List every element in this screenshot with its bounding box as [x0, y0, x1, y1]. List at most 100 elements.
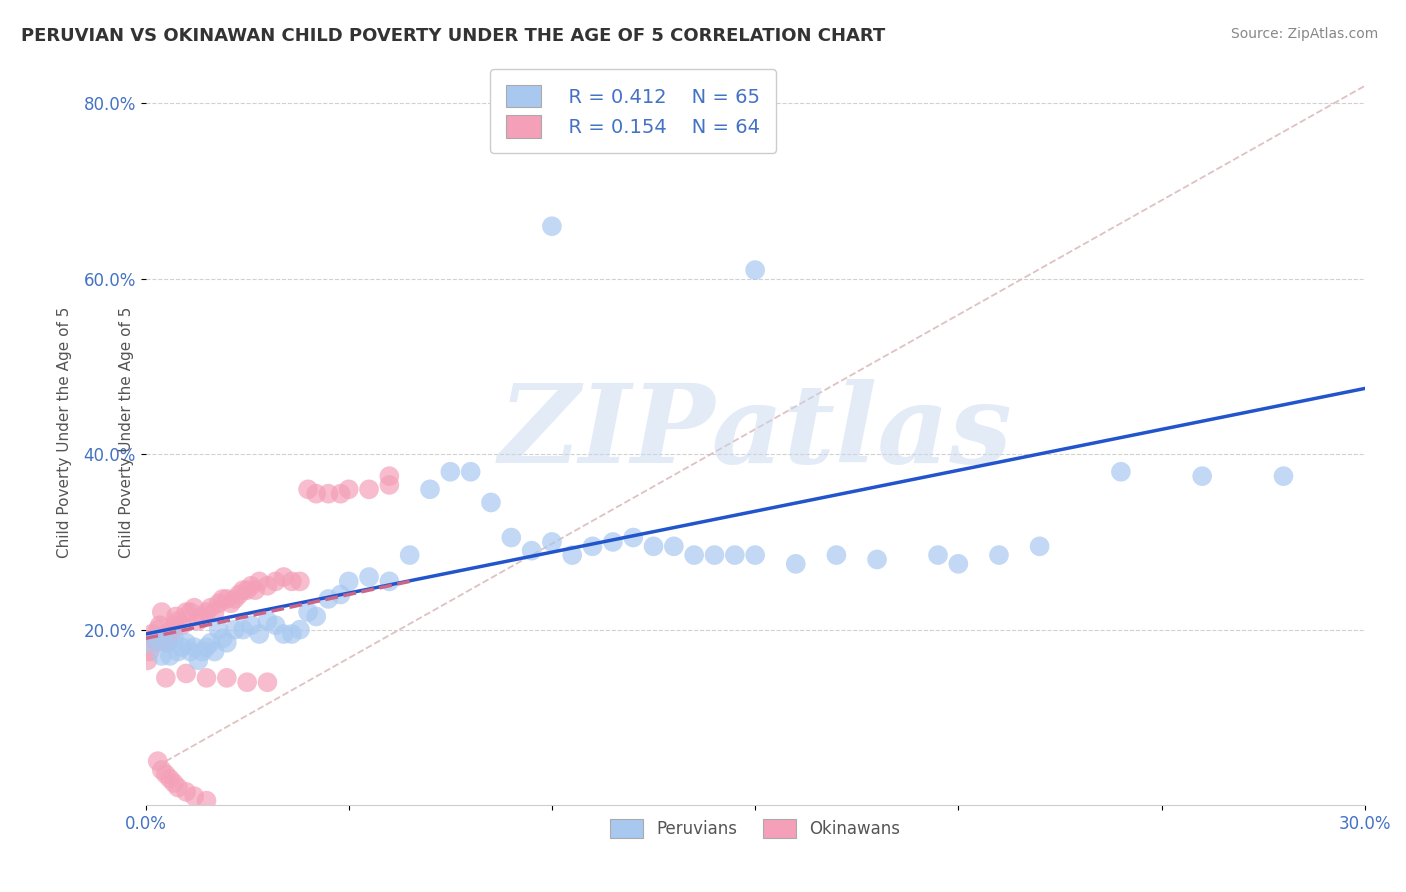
Point	[329, 588, 352, 602]
Point	[744, 263, 766, 277]
Point	[357, 570, 380, 584]
Point	[988, 548, 1011, 562]
Point	[215, 591, 238, 606]
Point	[398, 548, 420, 562]
Point	[179, 644, 201, 658]
Point	[204, 605, 226, 619]
Point	[305, 486, 328, 500]
Point	[159, 648, 181, 663]
Point	[215, 636, 238, 650]
Point	[318, 591, 340, 606]
Point	[378, 478, 401, 492]
Point	[160, 623, 183, 637]
Point	[240, 618, 263, 632]
Point	[155, 767, 177, 781]
Point	[337, 483, 360, 497]
Point	[927, 548, 949, 562]
Point	[273, 627, 295, 641]
Point	[150, 648, 173, 663]
Point	[520, 543, 543, 558]
Point	[785, 557, 807, 571]
Point	[183, 600, 205, 615]
Point	[744, 548, 766, 562]
Point	[172, 640, 194, 655]
Point	[256, 675, 278, 690]
Point	[479, 495, 502, 509]
Point	[191, 644, 214, 658]
Point	[159, 772, 181, 786]
Point	[281, 627, 304, 641]
Point	[236, 583, 259, 598]
Point	[156, 636, 179, 650]
Point	[378, 574, 401, 589]
Point	[138, 636, 160, 650]
Point	[155, 671, 177, 685]
Text: Source: ZipAtlas.com: Source: ZipAtlas.com	[1230, 27, 1378, 41]
Point	[211, 632, 233, 646]
Point	[138, 644, 160, 658]
Point	[662, 539, 685, 553]
Point	[155, 627, 177, 641]
Point	[174, 605, 197, 619]
Point	[200, 636, 222, 650]
Point	[174, 636, 197, 650]
Point	[219, 596, 242, 610]
Point	[1191, 469, 1213, 483]
Point	[256, 614, 278, 628]
Point	[174, 785, 197, 799]
Point	[167, 780, 190, 795]
Point	[232, 583, 254, 598]
Point	[146, 754, 169, 768]
Point	[297, 483, 319, 497]
Point	[142, 632, 165, 646]
Point	[236, 675, 259, 690]
Point	[149, 618, 172, 632]
Point	[159, 627, 181, 641]
Point	[195, 605, 218, 619]
Point	[163, 776, 186, 790]
Point	[155, 636, 177, 650]
Point	[163, 632, 186, 646]
Point	[703, 548, 725, 562]
Point	[215, 671, 238, 685]
Point	[581, 539, 603, 553]
Point	[247, 627, 270, 641]
Point	[240, 579, 263, 593]
Point	[224, 623, 246, 637]
Point	[561, 548, 583, 562]
Point	[146, 632, 169, 646]
Point	[211, 591, 233, 606]
Text: PERUVIAN VS OKINAWAN CHILD POVERTY UNDER THE AGE OF 5 CORRELATION CHART: PERUVIAN VS OKINAWAN CHILD POVERTY UNDER…	[21, 27, 886, 45]
Y-axis label: Child Poverty Under the Age of 5: Child Poverty Under the Age of 5	[120, 307, 135, 558]
Y-axis label: Child Poverty Under the Age of 5: Child Poverty Under the Age of 5	[58, 307, 72, 558]
Point	[602, 535, 624, 549]
Point	[195, 640, 218, 655]
Point	[208, 596, 231, 610]
Point	[163, 618, 186, 632]
Point	[264, 574, 287, 589]
Point	[1272, 469, 1295, 483]
Point	[191, 609, 214, 624]
Point	[288, 623, 311, 637]
Point	[247, 574, 270, 589]
Point	[183, 640, 205, 655]
Point	[460, 465, 482, 479]
Point	[541, 219, 564, 234]
Point	[256, 579, 278, 593]
Point	[724, 548, 747, 562]
Point	[357, 483, 380, 497]
Point	[174, 666, 197, 681]
Point	[305, 609, 328, 624]
Point	[150, 763, 173, 777]
Text: ZIPatlas: ZIPatlas	[498, 378, 1012, 486]
Point	[146, 623, 169, 637]
Point	[439, 465, 461, 479]
Point	[183, 789, 205, 804]
Point	[141, 627, 163, 641]
Point	[136, 653, 159, 667]
Point	[228, 588, 250, 602]
Point	[297, 605, 319, 619]
Point	[187, 653, 209, 667]
Point	[172, 618, 194, 632]
Point	[318, 486, 340, 500]
